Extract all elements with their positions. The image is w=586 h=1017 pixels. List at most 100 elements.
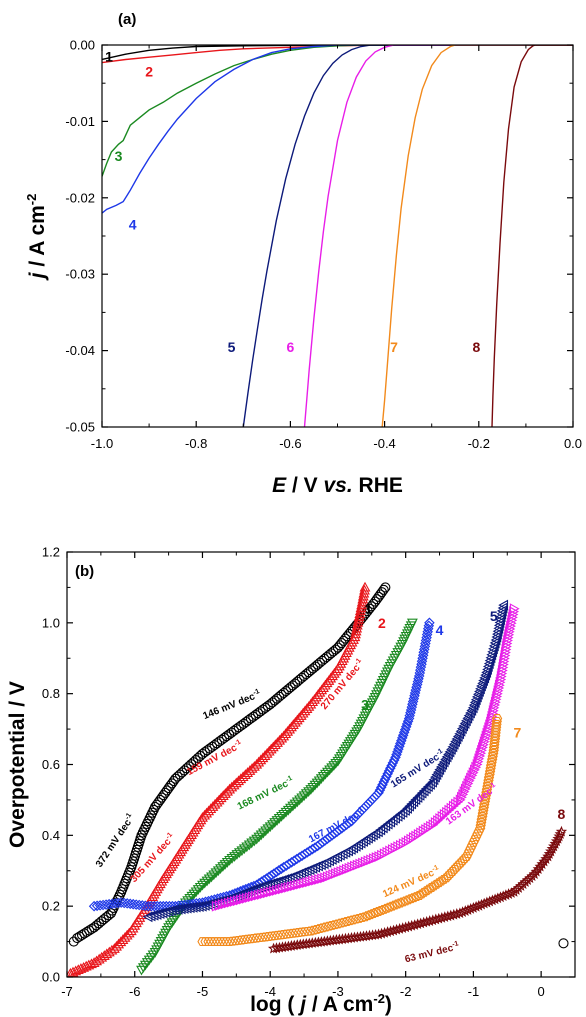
data-point-6 xyxy=(254,889,264,901)
data-point-4 xyxy=(271,866,282,878)
data-point-3 xyxy=(188,889,200,900)
slope-annotation-sup: -1 xyxy=(435,748,444,757)
data-point-7 xyxy=(483,772,495,782)
data-point-3 xyxy=(278,809,290,820)
data-point-5 xyxy=(422,781,433,793)
data-point-7 xyxy=(469,835,480,845)
y-title-a-unit: / A cm xyxy=(26,205,49,272)
data-point-7 xyxy=(491,719,502,729)
data-point-1 xyxy=(378,584,389,595)
curve-3-line xyxy=(102,45,573,177)
data-point-2 xyxy=(353,611,365,621)
y-tick-label-a: -0.02 xyxy=(65,190,95,205)
data-point-6 xyxy=(238,893,249,905)
data-point-6 xyxy=(226,896,237,908)
data-point-6 xyxy=(305,876,315,888)
data-point-8 xyxy=(538,855,550,867)
data-point-7 xyxy=(350,914,362,924)
data-point-5 xyxy=(484,655,495,667)
data-point-5 xyxy=(456,723,467,735)
slope-annotation-sup: -1 xyxy=(252,688,260,697)
data-point-5 xyxy=(406,798,417,810)
data-point-5 xyxy=(404,800,414,812)
data-point-7 xyxy=(489,740,500,749)
data-point-7 xyxy=(487,754,498,764)
data-point-7 xyxy=(344,916,356,926)
data-point-6 xyxy=(269,885,279,897)
data-point-7 xyxy=(488,742,500,752)
data-point-5 xyxy=(402,802,412,814)
data-point-2 xyxy=(357,593,369,604)
data-point-8 xyxy=(536,858,548,869)
y-axis-title-b: Overpotential / V xyxy=(6,681,29,848)
data-point-5 xyxy=(492,625,503,637)
data-point-7 xyxy=(488,748,499,758)
data-point-4 xyxy=(268,868,280,879)
data-point-7 xyxy=(433,878,445,888)
data-point-5 xyxy=(463,710,474,722)
data-point-3 xyxy=(319,769,331,780)
data-point-6 xyxy=(211,900,222,912)
data-point-8 xyxy=(528,868,540,880)
data-point-3 xyxy=(326,763,338,774)
data-point-5 xyxy=(490,634,501,646)
data-point-3 xyxy=(221,858,233,868)
data-point-6 xyxy=(247,891,258,903)
data-point-7 xyxy=(489,737,500,747)
data-point-4 xyxy=(273,865,285,876)
data-point-3 xyxy=(246,838,258,849)
data-point-7 xyxy=(453,860,464,870)
data-point-7 xyxy=(482,781,493,791)
data-point-8 xyxy=(555,825,568,837)
data-point-6 xyxy=(244,892,255,903)
data-point-6 xyxy=(311,874,322,886)
data-point-4 xyxy=(115,897,127,908)
slope-annotation-sup: -1 xyxy=(165,831,174,840)
data-point-7 xyxy=(476,814,487,824)
data-point-5 xyxy=(430,771,440,783)
data-point-5 xyxy=(451,733,462,745)
data-point-7 xyxy=(455,858,466,868)
data-point-7 xyxy=(484,769,495,779)
data-point-5 xyxy=(447,741,458,753)
y-tick-label-b: 0.4 xyxy=(42,828,60,843)
slope-annotation-text: 167 mV dec xyxy=(307,810,361,846)
slope-annotation-sup: -1 xyxy=(355,806,364,815)
data-point-3 xyxy=(315,774,327,785)
data-point-3 xyxy=(236,846,248,857)
data-point-3 xyxy=(271,816,283,826)
data-point-7 xyxy=(490,725,502,735)
y-tick-label-a: 0.00 xyxy=(70,38,95,53)
data-point-7 xyxy=(483,775,494,785)
x-tick-label-a: -0.6 xyxy=(279,436,301,451)
data-point-7 xyxy=(445,869,456,879)
data-point-3 xyxy=(269,818,281,828)
x-title-b-pre: log ( xyxy=(250,993,300,1016)
data-point-5 xyxy=(475,683,485,695)
data-point-7 xyxy=(451,862,462,872)
data-point-4 xyxy=(130,899,142,910)
data-point-4 xyxy=(124,898,136,910)
data-point-3 xyxy=(313,776,325,787)
data-point-6 xyxy=(314,873,325,885)
data-point-6 xyxy=(223,897,234,909)
x-axis-title-a: E / V vs. RHE xyxy=(272,474,403,497)
data-point-2 xyxy=(354,608,366,618)
data-point-3 xyxy=(298,791,310,802)
data-point-3 xyxy=(194,882,206,893)
data-point-2 xyxy=(355,602,367,613)
data-point-3 xyxy=(243,840,255,851)
panel-label-b: (b) xyxy=(75,563,94,580)
x-tick-label-b: -2 xyxy=(400,984,412,999)
data-point-3 xyxy=(192,885,204,895)
data-point-3 xyxy=(231,850,243,860)
data-point-7 xyxy=(482,778,494,788)
data-point-8 xyxy=(534,860,546,872)
data-point-2 xyxy=(359,581,371,592)
curve-label-b: 4 xyxy=(436,622,444,638)
data-point-3 xyxy=(264,822,276,833)
slope-annotation-text: 63 mV dec xyxy=(404,943,455,966)
data-point-2 xyxy=(358,587,370,598)
data-point-6 xyxy=(507,614,518,626)
data-point-6 xyxy=(509,603,520,615)
